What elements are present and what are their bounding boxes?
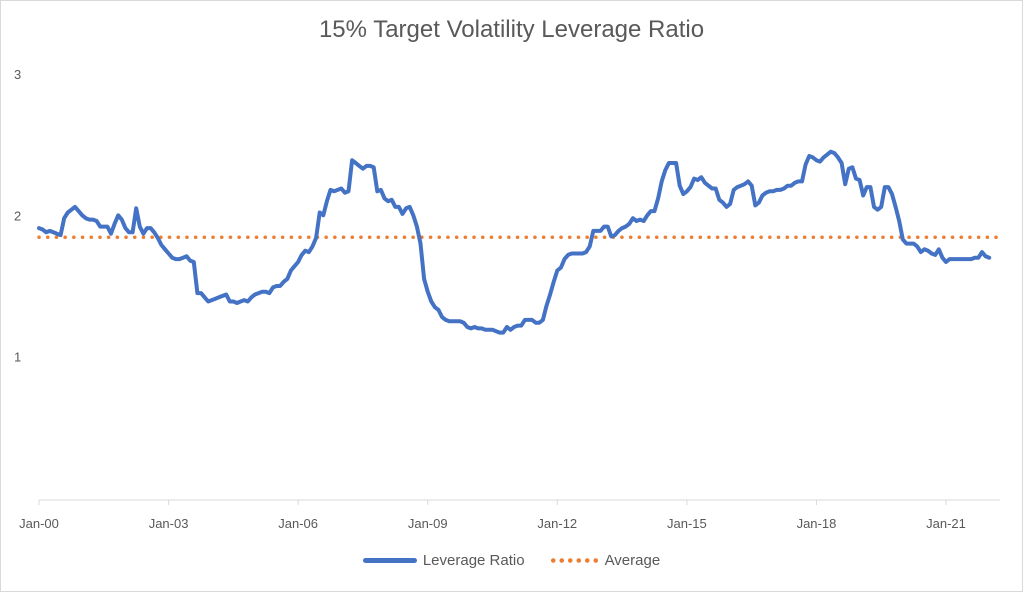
y-axis: 1 2 3	[14, 67, 21, 365]
x-tick-label: Jan-21	[926, 516, 966, 531]
legend-swatch-solid-line	[362, 558, 417, 563]
legend-swatch-dotted-line	[548, 558, 599, 563]
x-tick-label: Jan-06	[278, 516, 318, 531]
x-tick-label: Jan-03	[149, 516, 189, 531]
x-tick-label: Jan-18	[797, 516, 837, 531]
x-tick-label: Jan-00	[19, 516, 59, 531]
legend-item-leverage-ratio[interactable]: Leverage Ratio	[362, 552, 525, 569]
y-tick-label: 3	[14, 67, 21, 82]
x-tick-label: Jan-12	[537, 516, 577, 531]
leverage-ratio-series	[37, 149, 992, 335]
legend-label: Leverage Ratio	[422, 552, 525, 569]
legend-label: Average	[604, 552, 661, 569]
y-tick-label: 2	[14, 208, 21, 223]
leverage-ratio-line	[37, 149, 992, 335]
legend-item-average[interactable]: Average	[548, 552, 661, 569]
y-tick-label: 1	[14, 350, 21, 365]
x-axis: Jan-00 Jan-03 Jan-06 Jan-09 Jan-12 Jan-15 Jan-…	[19, 499, 1000, 531]
legend: Leverage Ratio Average	[0, 552, 1023, 569]
chart-title: 15% Target Volatility Leverage Ratio	[318, 16, 705, 43]
x-tick-label: Jan-09	[408, 516, 448, 531]
x-tick-label: Jan-15	[667, 516, 707, 531]
